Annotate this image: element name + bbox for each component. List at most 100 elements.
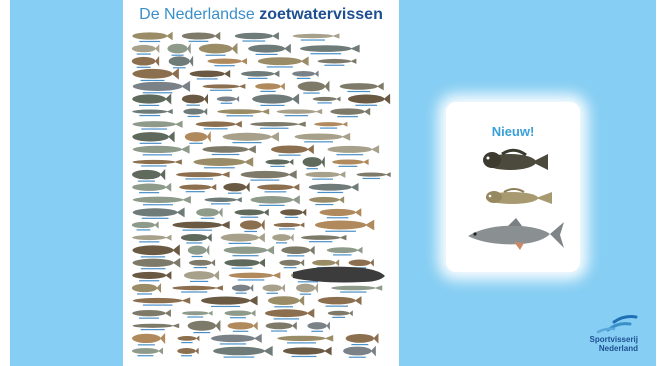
- fish-illustration: [309, 196, 345, 206]
- fish-illustration: [132, 332, 166, 346]
- fish-illustration: [314, 121, 348, 129]
- fish-illustration: [183, 107, 208, 118]
- fish-illustration: [319, 208, 362, 219]
- fish-illustration: [297, 80, 330, 94]
- fish-illustration: [305, 171, 346, 180]
- fish-illustration: [220, 232, 265, 244]
- fish-illustration-grid: [131, 31, 391, 358]
- tubenose-goby-icon: [486, 188, 552, 204]
- fish-illustration: [132, 93, 172, 107]
- fish-illustration: [132, 207, 185, 219]
- fish-illustration: [339, 82, 384, 93]
- fish-illustration: [223, 245, 275, 257]
- poster-title: De Nederlandse zoetwatervissen: [123, 6, 399, 24]
- fish-illustration: [181, 31, 221, 42]
- fish-illustration: [132, 120, 183, 130]
- fish-illustration: [234, 208, 269, 218]
- fish-illustration: [250, 195, 300, 206]
- fish-illustration: [343, 345, 376, 358]
- fish-illustration: [180, 233, 212, 244]
- fish-poster: De Nederlandse zoetwatervissen: [123, 0, 399, 366]
- fish-illustration: [223, 182, 250, 194]
- fish-illustration: [240, 170, 297, 181]
- fish-illustration: [248, 43, 291, 56]
- fish-illustration: [167, 42, 191, 56]
- fish-illustration: [207, 57, 248, 67]
- fish-illustration: [312, 96, 341, 104]
- fish-illustration: [202, 83, 246, 91]
- fish-illustration: [187, 319, 221, 334]
- fish-illustration: [270, 144, 314, 156]
- fish-illustration: [279, 259, 305, 269]
- fish-illustration: [317, 58, 357, 66]
- fish-illustration: [327, 145, 380, 156]
- fish-illustration: [217, 108, 270, 117]
- fish-illustration: [172, 285, 223, 293]
- fish-illustration: [132, 67, 179, 82]
- fish-illustration: [179, 183, 217, 193]
- fish-illustration: [292, 33, 340, 41]
- fish-illustration: [222, 131, 280, 144]
- fish-illustration: [331, 285, 383, 293]
- fish-illustration: [198, 42, 238, 56]
- fish-illustration: [187, 244, 210, 258]
- fish-illustration: [252, 93, 300, 107]
- fish-illustration: [181, 310, 213, 318]
- fish-illustration: [257, 56, 309, 68]
- fish-illustration: [132, 297, 191, 306]
- fish-illustration: [257, 183, 300, 193]
- poster-title-part1: De Nederlandse: [139, 6, 260, 23]
- fish-illustration: [132, 323, 180, 331]
- fish-illustration: [132, 109, 173, 117]
- poster-title-part2: zoetwatervissen: [259, 6, 383, 23]
- fish-illustration: [267, 295, 305, 308]
- fish-illustration: [224, 309, 256, 319]
- fish-illustration: [308, 183, 359, 194]
- fish-illustration: [132, 159, 182, 167]
- fish-illustration: [132, 31, 173, 43]
- fish-illustration: [345, 333, 379, 346]
- asp-fish-icon: [468, 218, 564, 250]
- fish-illustration: [282, 346, 332, 358]
- fish-illustration: [264, 308, 315, 320]
- fish-illustration: [131, 221, 159, 231]
- fish-illustration: [177, 347, 199, 357]
- fish-illustration: [327, 310, 353, 319]
- fish-illustration: [255, 82, 285, 92]
- fish-illustration: [184, 131, 211, 144]
- fish-illustration: [265, 321, 297, 332]
- fish-illustration: [201, 295, 258, 308]
- fish-illustration: [234, 32, 279, 42]
- fish-illustration: [348, 258, 374, 269]
- fish-illustration: [196, 207, 223, 219]
- fish-illustration: [294, 132, 351, 143]
- fish-illustration: [131, 347, 163, 357]
- fish-illustration: [131, 282, 162, 295]
- fish-illustration: [131, 44, 160, 55]
- fish-illustration: [132, 182, 172, 194]
- fish-illustration: [132, 145, 190, 156]
- logo-text-line1: Sportvisserij: [589, 335, 638, 344]
- fish-illustration: [302, 156, 325, 170]
- fish-illustration: [132, 234, 172, 243]
- new-species-card: Nieuw!: [458, 112, 568, 262]
- fish-illustration: [168, 55, 194, 69]
- fish-illustration: [213, 345, 273, 358]
- fish-illustration: [172, 220, 230, 231]
- fish-illustration: [239, 219, 265, 233]
- fish-illustration: [301, 234, 347, 243]
- fish-illustration: [189, 69, 231, 80]
- fish-illustration: [326, 246, 363, 256]
- new-species-title: Nieuw!: [491, 124, 535, 139]
- fish-wave-logo-icon: [596, 315, 638, 334]
- fish-illustration: [277, 335, 334, 344]
- fish-illustration: [265, 158, 294, 168]
- fish-illustration: [281, 245, 315, 257]
- logo-text-line2: Nederland: [598, 344, 638, 353]
- fish-illustration: [132, 244, 180, 258]
- fish-illustration: [132, 80, 191, 94]
- fish-illustration: [183, 270, 220, 283]
- fish-illustration: [332, 158, 369, 167]
- new-species-illustrations: [468, 148, 564, 250]
- fish-illustration: [132, 196, 191, 206]
